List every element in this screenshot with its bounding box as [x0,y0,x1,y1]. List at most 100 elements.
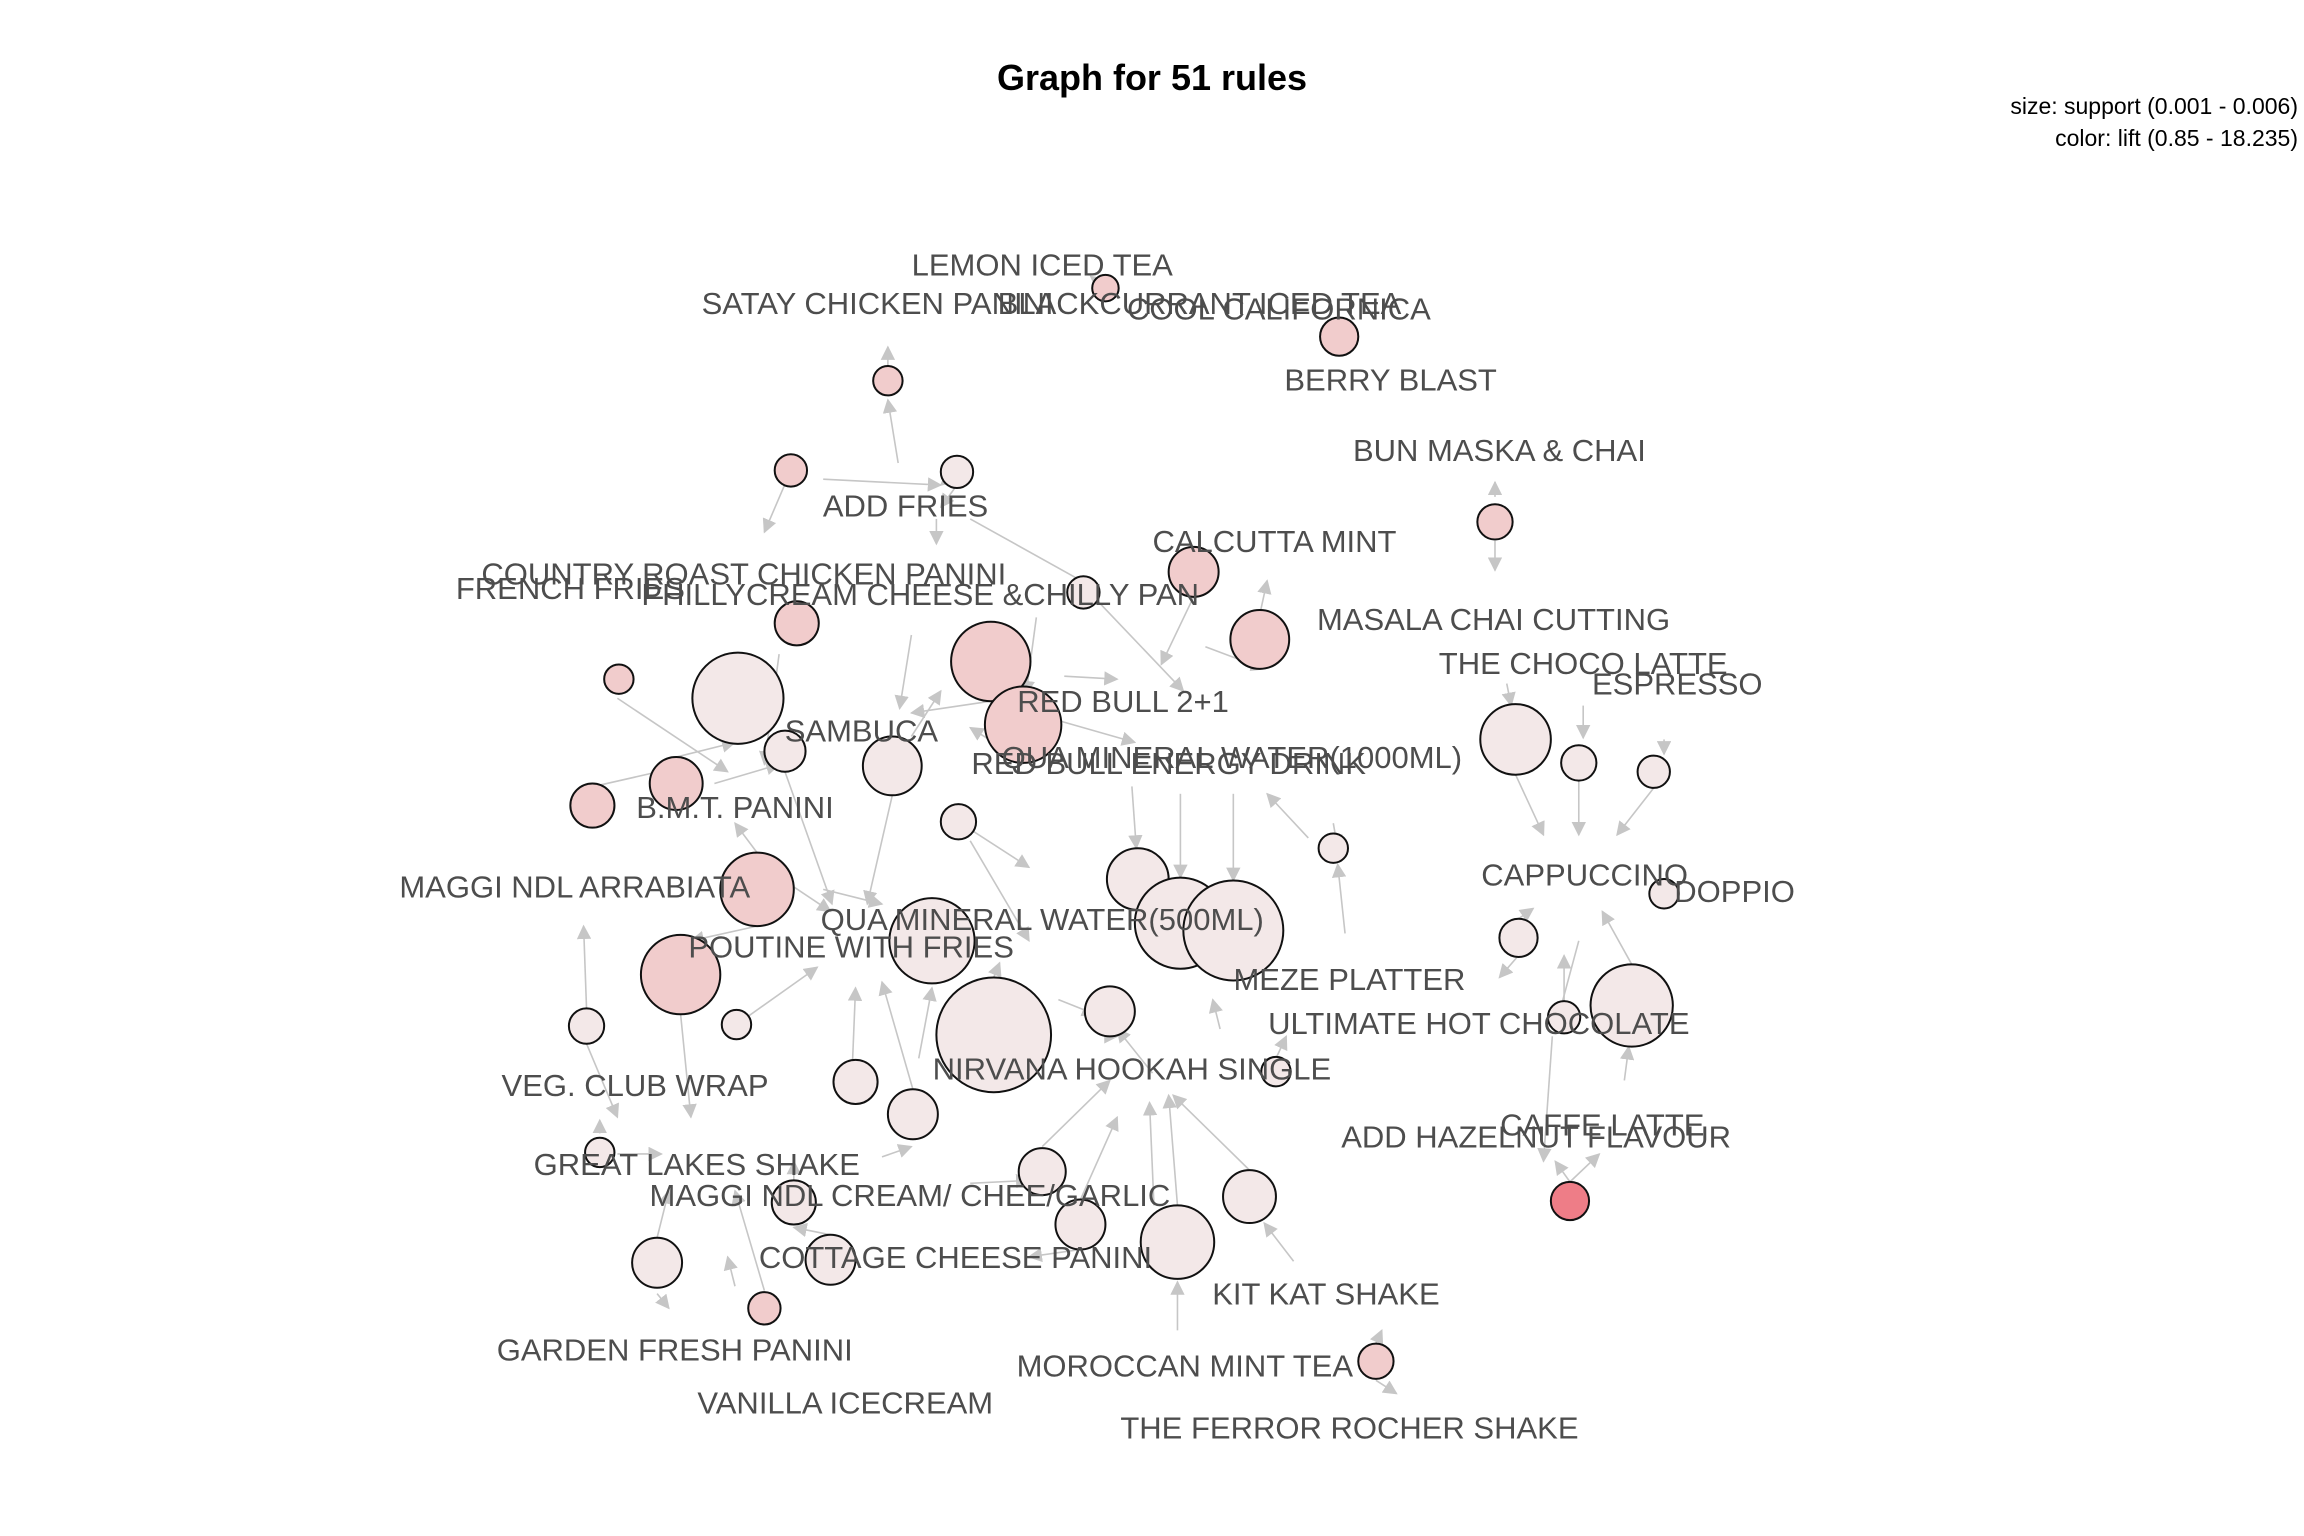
rule-node-47 [631,1236,684,1289]
rule-node-49 [1549,1180,1591,1222]
rule-node-31 [935,976,1053,1094]
rule-edge-28 [714,761,781,785]
rule-node-34 [1546,1000,1582,1035]
rule-node-11 [1229,609,1291,670]
item-label: VANILLA ICECREAM [697,1385,993,1420]
rule-edge-86 [731,1189,766,1291]
rule-edge-77 [1172,1094,1251,1171]
item-label: ADD FRIES [823,489,988,524]
rule-edge-14 [1257,579,1272,615]
rule-node-38 [832,1058,879,1105]
rule-edge-66 [917,986,937,1059]
item-label: ESPRESSO [1592,667,1763,702]
item-label: MASALA CHAI CUTTING [1317,602,1670,637]
rule-node-35 [567,1007,606,1045]
rule-edge-71 [1208,998,1223,1030]
item-label: FRENCH FRIES [456,571,685,606]
rule-node-41 [1017,1147,1067,1197]
rule-edge-18 [894,634,913,710]
rule-node-19 [1479,703,1552,776]
item-label: QUA MINERAL WATER(500ML) [821,902,1264,937]
item-label: CAPPUCCINO [1481,858,1688,893]
rule-edge-53 [1569,1152,1601,1183]
rule-edge-3 [882,398,899,464]
item-label: ADD HAZELNUT FLAVOUR [1341,1119,1731,1154]
rule-node-33 [1589,963,1674,1048]
rule-edge-76 [1162,1093,1179,1206]
rule-edge-19 [909,700,991,719]
item-label: THE FERROR ROCHER SHAKE [1120,1410,1578,1445]
rule-edge-16 [1020,617,1038,696]
rule-node-18 [939,803,978,841]
item-label: COUNTRY ROAST CHICKEN PANINI [481,556,1006,591]
rule-node-6 [1167,545,1220,598]
rule-edge-46 [1518,907,1535,922]
rule-node-15 [861,735,923,797]
rule-edge-64 [847,986,863,1060]
rule-edge-30 [863,795,894,906]
rule-node-46 [804,1233,857,1286]
item-label: BUN MASKA & CHAI [1353,433,1646,468]
rule-edge-85 [655,1293,670,1310]
rule-edge-34 [1128,786,1143,850]
rule-node-8 [773,600,820,647]
item-label: CALCUTTA MINT [1152,524,1396,559]
item-label: LEMON ICED TEA [912,248,1174,283]
item-label: COOL CALIFORNICA [1127,292,1431,327]
rule-edge-24 [616,697,729,773]
item-label: PHILLYCREAM CHEESE &CHILLY PAN [641,577,1199,612]
item-label: RED BULL 2+1 [1017,684,1229,719]
item-label: DOPPIO [1674,874,1795,909]
rule-node-43 [1054,1198,1107,1251]
rule-edge-33 [969,840,1030,943]
rule-node-14 [763,729,807,773]
rule-node-3 [773,453,809,488]
rule-node-28 [639,933,722,1016]
item-label: GARDEN FRESH PANINI [497,1332,853,1367]
item-label: CAFFE LATTE [1500,1108,1704,1143]
rule-edge-91 [970,1173,1031,1189]
rule-edge-84 [656,1189,673,1238]
rule-edge-67 [988,961,1002,978]
rule-edge-60 [585,1043,620,1119]
rule-node-5 [1476,503,1514,541]
rule-node-9 [603,663,635,695]
item-label: QUA MINERAL WATER(1000ML) [1002,740,1463,775]
item-label: MEZE PLATTER [1233,962,1465,997]
rule-edge-61 [736,966,819,1026]
rule-edge-45 [1501,683,1516,708]
rule-edge-29 [784,771,835,906]
rule-node-12 [691,651,785,745]
item-label: POUTINE WITH FRIES [688,930,1014,965]
rule-node-39 [886,1088,939,1141]
rule-node-37 [1260,1055,1292,1088]
item-label: MOROCCAN MINT TEA [1017,1349,1354,1384]
rule-node-44 [1139,1204,1216,1280]
rule-node-16 [648,756,704,811]
rule-node-42 [770,1179,817,1226]
rule-node-21 [1636,754,1671,789]
rule-node-48 [747,1291,782,1326]
rule-edge-90 [881,1144,913,1158]
rule-edge-56 [689,925,758,946]
rule-edge-87 [723,1255,738,1287]
rule-edge-6 [823,477,943,492]
item-label: MAGGI NDL ARRABIATA [399,869,750,904]
rule-edge-65 [878,980,914,1090]
item-label: GREAT LAKES SHAKE [534,1147,860,1182]
item-label: NIRVANA HOOKAH SINGLE [933,1052,1332,1087]
rule-node-32 [1083,985,1136,1038]
rule-edge-47 [1498,954,1520,979]
rule-edge-75 [1142,1101,1158,1206]
rule-edge-72 [1274,1035,1288,1059]
item-label: VEG. CLUB WRAP [502,1068,769,1103]
rule-edge-55 [734,822,758,854]
rule-edge-81 [1375,1379,1398,1395]
rule-node-40 [584,1136,616,1169]
item-label: KIT KAT SHAKE [1212,1277,1439,1312]
item-label: BERRY BLAST [1284,362,1497,397]
rule-node-20 [1560,744,1598,782]
rule-edge-49 [1601,910,1633,965]
rule-node-7 [1066,575,1101,610]
